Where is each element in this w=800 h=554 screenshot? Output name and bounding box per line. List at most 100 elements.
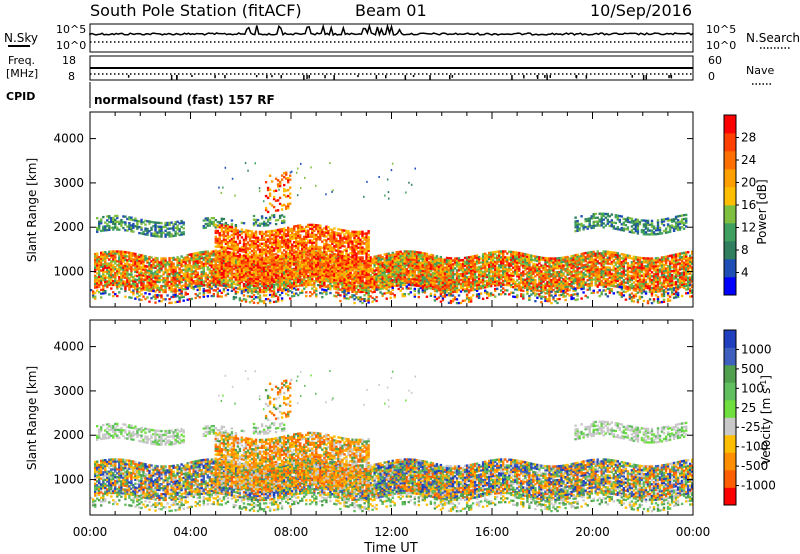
echo-cell: [683, 218, 685, 220]
echo-cell: [201, 261, 203, 263]
freq-tick-bottom: 8: [68, 70, 75, 83]
echo-cell: [462, 259, 464, 261]
nave-dip: [670, 75, 672, 77]
echo-cell: [225, 222, 227, 224]
echo-cell: [607, 213, 609, 215]
echo-cell: [603, 226, 605, 228]
echo-cell: [643, 219, 645, 221]
echo-cell: [267, 224, 269, 226]
nave-dip: [452, 75, 454, 78]
nave-dip: [128, 75, 129, 78]
echo-cell: [96, 231, 98, 233]
echo-cell: [623, 222, 625, 224]
echo-cell: [595, 213, 597, 215]
echo-cell: [643, 229, 645, 231]
echo-cell: [683, 214, 685, 216]
echo-cell: [482, 253, 484, 255]
nave-dip: [303, 75, 305, 80]
echo-cell: [201, 271, 203, 273]
echo-cell: [582, 264, 584, 266]
echo-cell: [180, 285, 182, 287]
echo-cell: [661, 232, 663, 234]
echo-cell: [623, 253, 625, 255]
echo-cell: [657, 223, 659, 225]
echo-cell: [657, 219, 659, 221]
echo-cell: [685, 214, 687, 216]
nsearch-label: N.Search: [746, 31, 800, 45]
nave-dip: [632, 75, 634, 78]
echo-cell: [643, 225, 645, 227]
echo-cell: [180, 259, 182, 261]
echo-cell: [603, 250, 605, 252]
echo-cell: [683, 222, 685, 224]
nsky-line: [90, 26, 693, 35]
echo-cell: [100, 269, 102, 271]
echo-cell: [269, 217, 271, 219]
freq-panel: Freq. [MHz] 18 8 60 0 Nave: [6, 54, 774, 84]
echo-cell: [144, 255, 146, 257]
echo-cell: [160, 226, 162, 228]
echo-cell: [603, 213, 605, 215]
echo-cell: [589, 219, 591, 221]
cpid-label: CPID: [6, 90, 35, 103]
echo-cell: [540, 264, 542, 266]
echo-cell: [659, 227, 661, 229]
echo-cell: [180, 226, 182, 228]
echo-cell: [615, 222, 617, 224]
echo-cell: [116, 215, 118, 217]
echo-cell: [100, 218, 102, 220]
echo-cell: [580, 215, 582, 217]
echo-cell: [502, 250, 504, 252]
echo-cell: [98, 224, 100, 226]
echo-cell: [118, 229, 120, 231]
echo-cell: [574, 217, 576, 219]
echo-cell: [685, 218, 687, 220]
echo-cell: [180, 269, 182, 271]
nave-dip: [668, 75, 670, 78]
echo-cell: [582, 224, 584, 226]
echo-cell: [108, 229, 110, 231]
echo-cell: [160, 279, 162, 281]
echo-cell: [450, 257, 452, 259]
nave-dip: [266, 75, 268, 78]
echo-cell: [122, 227, 124, 229]
echo-cell: [663, 218, 665, 220]
echo-cell: [562, 257, 564, 259]
nave-dip: [449, 75, 451, 79]
beam-label: Beam 01: [355, 1, 427, 20]
echo-cell: [540, 257, 542, 259]
echo-cell: [277, 219, 279, 221]
echo-cell: [482, 271, 484, 273]
echo-cell: [96, 217, 98, 219]
nave-dip: [537, 75, 539, 77]
nave-dip: [511, 75, 513, 80]
nave-dip: [171, 75, 173, 80]
nsky-tick-bottom: 10^0: [56, 39, 86, 52]
echo-cell: [221, 218, 223, 220]
echo-cell: [603, 222, 605, 224]
echo-cell: [651, 220, 653, 222]
nave-dip: [550, 75, 552, 78]
echo-cell: [685, 220, 687, 222]
echo-cell: [609, 267, 611, 269]
echo-cell: [118, 250, 120, 252]
nave-dip: [176, 75, 178, 79]
echo-cell: [663, 230, 665, 232]
echo-cell: [283, 219, 285, 221]
nave-dip: [546, 75, 548, 80]
echo-cell: [130, 217, 132, 219]
echo-cell: [164, 257, 166, 259]
echo-cell: [120, 225, 122, 227]
echo-cell: [118, 276, 120, 278]
nave-dip: [376, 75, 378, 79]
nsky-tick-bottom-right: 10^0: [706, 39, 736, 52]
echo-cell: [180, 255, 182, 257]
echo-cell: [150, 229, 152, 231]
echo-cell: [623, 227, 625, 229]
echo-cell: [301, 278, 303, 280]
nave-dip: [256, 75, 258, 77]
echo-cell: [522, 278, 524, 280]
echo-cell: [160, 275, 162, 277]
freq-tick-top: 18: [62, 54, 76, 67]
echo-cell: [637, 219, 639, 221]
